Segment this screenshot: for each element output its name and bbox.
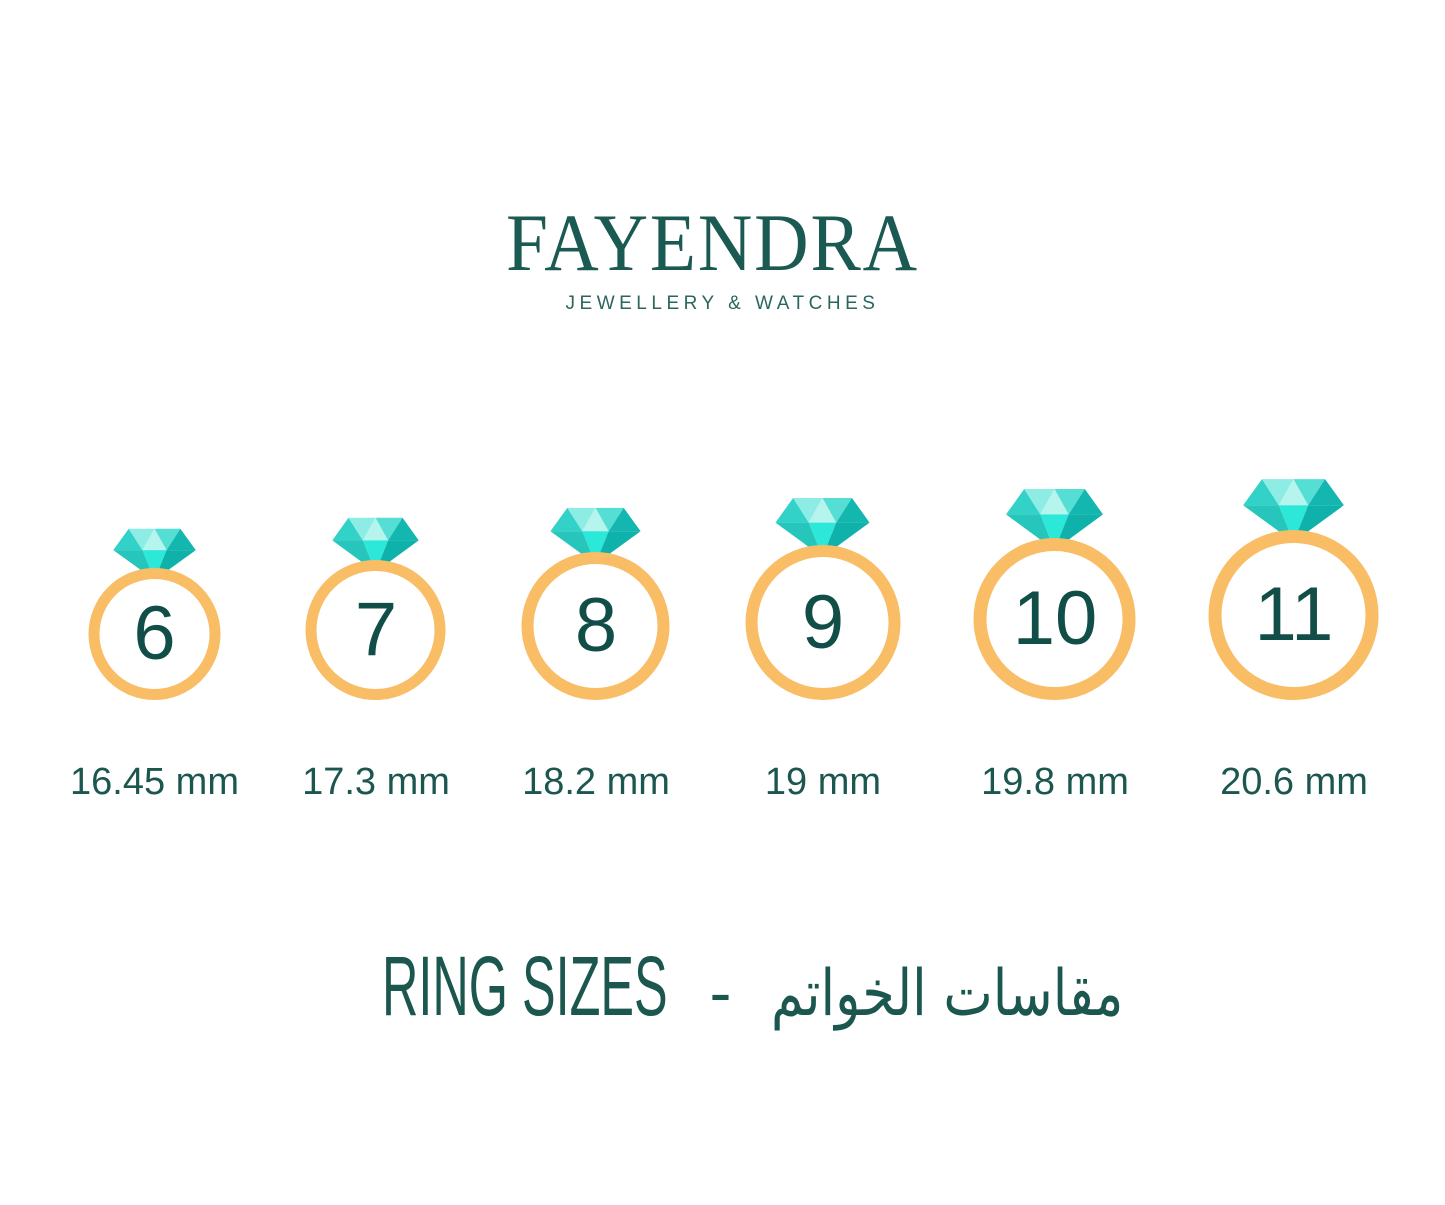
diameter-dimension-line	[79, 716, 230, 748]
ring-size-number: 6	[133, 591, 176, 676]
diameter-dimension-line	[1200, 716, 1387, 748]
ring-size-number: 8	[574, 583, 618, 668]
ring-band: 7	[305, 560, 446, 700]
diameter-dimension-line	[736, 716, 909, 748]
ring-item-size-7: 7 17.3 mm	[296, 516, 455, 803]
footer-title-en: RING SIZES	[381, 939, 668, 1033]
ring-size-number: 10	[1012, 576, 1098, 661]
brand-logo: FAYENDRA	[505, 197, 919, 288]
ring-band: 10	[973, 538, 1136, 700]
diameter-label: 20.6 mm	[1220, 761, 1368, 803]
ring-band: 8	[521, 552, 670, 700]
ring-item-size-8: 8 18.2 mm	[512, 506, 679, 803]
diameter-label: 16.45 mm	[70, 761, 239, 803]
ring-item-size-9: 9 19 mm	[736, 496, 909, 803]
ring-size-number: 9	[801, 579, 845, 665]
ring-graphic: 7	[305, 516, 446, 700]
footer-title-ar: مقاسات الخواتم	[771, 957, 1124, 1031]
ring-band: 11	[1208, 530, 1379, 700]
ring-item-size-10: 10 19.8 mm	[966, 487, 1143, 803]
diameter-dimension-line	[966, 716, 1143, 748]
ring-graphic: 8	[521, 506, 670, 700]
brand-tagline: JEWELLERY & WATCHES	[565, 293, 880, 314]
diameter-label: 19.8 mm	[981, 761, 1129, 803]
footer-title: RING SIZES - مقاسات الخواتم	[381, 939, 1124, 1047]
ring-graphic: 11	[1208, 477, 1379, 700]
ring-band: 9	[745, 545, 901, 700]
footer-separator: -	[709, 955, 732, 1029]
ring-graphic: 6	[88, 527, 221, 700]
diameter-dimension-line	[512, 716, 679, 748]
ring-size-number: 7	[354, 587, 398, 672]
ring-band: 6	[88, 568, 221, 700]
ring-sizes-row: 6 16.45 mm 7 17.3 mm 8 18.2 mm 9	[70, 477, 1387, 802]
ring-item-size-11: 11 20.6 mm	[1200, 477, 1387, 803]
ring-size-number: 11	[1254, 572, 1334, 657]
ring-item-size-6: 6 16.45 mm	[70, 527, 239, 802]
brand-logo-block: FAYENDRA JEWELLERY & WATCHES	[0, 202, 1445, 316]
diameter-label: 18.2 mm	[522, 761, 670, 803]
ring-graphic: 9	[745, 496, 901, 700]
ring-graphic: 10	[973, 487, 1136, 700]
diameter-label: 17.3 mm	[302, 761, 450, 803]
diameter-dimension-line	[296, 716, 455, 748]
diameter-label: 19 mm	[764, 761, 882, 803]
